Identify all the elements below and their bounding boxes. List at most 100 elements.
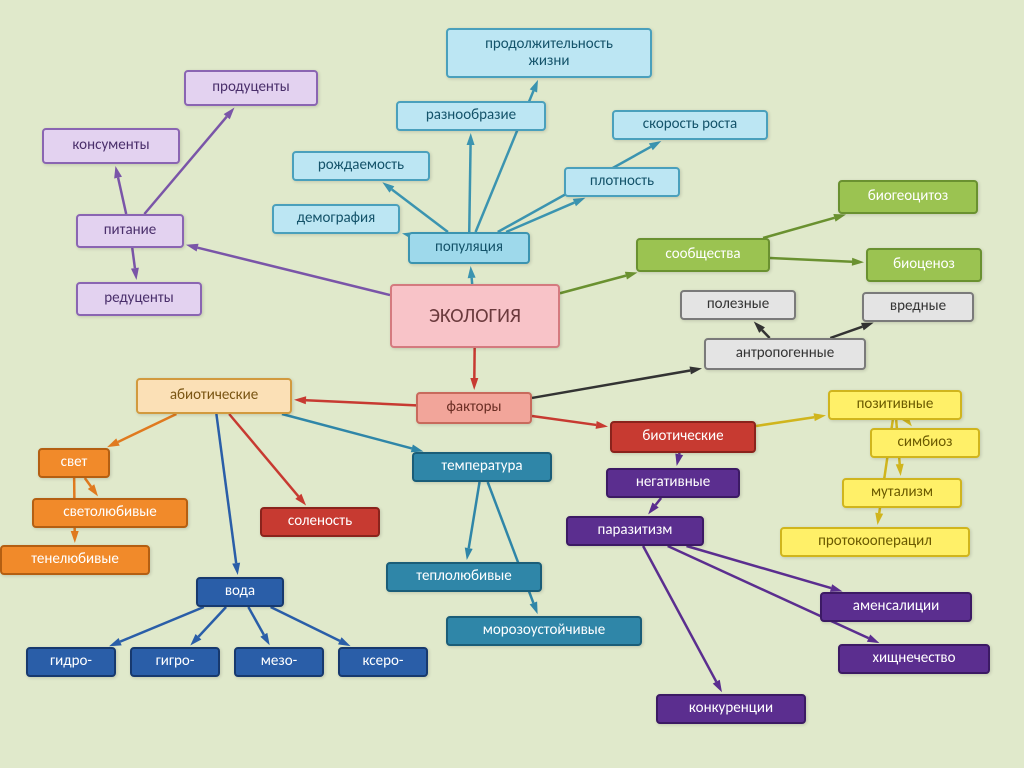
edge-abiotic-salinity [229,414,298,496]
edge-anthro-useful [762,330,770,338]
node-birthrate: рождаемость [292,151,430,181]
diagram-stage: ЭКОЛОГИЯ популяция демография рождаемость ра… [0,0,1024,768]
edge-temperature-heatloving [469,482,480,548]
arrowhead-nutrition-reducers [131,268,139,280]
arrowhead-water-xero [338,637,351,646]
node-shadeloving: тенелюбивые [0,545,150,575]
arrowhead-anthro-harmful [861,323,874,331]
node-predation: хищнечество [838,644,990,674]
edge-nutrition-consumers [118,178,126,214]
arrowhead-factors-abiotic [294,396,306,404]
edge-anthro-harmful [830,327,862,338]
edge-nutrition-reducers [132,248,135,268]
arrowhead-ecology-nutrition [186,244,199,252]
arrowhead-factors-anthro [690,367,703,375]
arrowhead-water-hydro [109,638,122,646]
node-communities: сообщества [636,238,770,272]
node-biogeocytosis: биогеоцитоз [838,180,978,214]
arrowhead-ecology-population [468,266,476,278]
node-protocoop: протокооперацил [780,527,970,557]
node-parasitism: паразитизм [566,516,704,546]
edge-abiotic-light [118,414,176,442]
edge-negative-parasitism [656,498,662,505]
node-salinity: соленость [260,507,380,537]
node-mutualism: мутализм [842,478,962,508]
node-harmful: вредные [862,292,974,322]
edge-ecology-nutrition [198,248,390,295]
node-reducers: редуценты [76,282,202,316]
node-nutrition: питание [76,214,184,248]
node-positive: позитивные [828,390,962,420]
arrowhead-positive-protocoop [875,513,883,525]
node-symbiosis: симбиоз [870,428,980,458]
edge-abiotic-temperature [282,414,412,448]
edge-water-meso [248,607,263,635]
edge-water-xero [271,607,340,641]
node-biotic: биотические [610,421,756,453]
edge-communities-biogeocytosis [763,218,834,238]
node-hygro: гигро- [130,647,220,677]
node-growth: скорость роста [612,110,768,140]
edge-abiotic-water [216,414,236,563]
node-temperature: температура [412,452,552,482]
edge-population-density [506,203,574,232]
node-population: популяция [408,232,530,264]
node-producers: продуценты [184,70,318,106]
arrowhead-parasitism-predation [867,635,880,644]
arrowhead-temperature-frostresistant [530,601,538,614]
arrowhead-ecology-communities [625,272,638,280]
node-factors: факторы [416,392,532,424]
edge-factors-anthro [532,370,690,397]
arrowhead-ecology-factors [470,378,478,390]
arrowhead-abiotic-salinity [295,494,306,506]
arrowhead-communities-biogeocytosis [833,214,846,222]
node-abiotic: абиотические [136,378,292,414]
edge-factors-abiotic [306,400,416,405]
node-diversity: разнообразие [396,101,546,131]
arrowhead-light-shadeloving [71,531,79,543]
node-ecology: ЭКОЛОГИЯ [390,284,560,348]
node-water: вода [196,577,284,607]
node-anthro: антропогенные [704,338,866,370]
node-lightloving: светолюбивые [32,498,188,528]
node-consumers: консументы [42,128,180,164]
arrowhead-parasitism-amensal [830,584,843,592]
edge-factors-biotic [532,416,596,425]
node-light: свет [38,448,110,478]
arrowhead-water-meso [260,633,269,645]
arrowhead-population-diversity [467,133,475,145]
node-biocenosis: биоценоз [866,248,982,282]
arrowhead-negative-parasitism [648,503,659,515]
arrowhead-factors-biotic [596,421,608,429]
arrowhead-nutrition-producers [224,108,235,120]
node-demography: демография [272,204,400,234]
node-negative: негативные [606,468,740,498]
edge-parasitism-competition [643,546,716,682]
arrowhead-abiotic-water [232,563,240,575]
arrowhead-water-hygro [190,634,201,646]
arrowhead-communities-biocenosis [852,258,864,266]
arrowhead-anthro-useful [754,321,765,332]
arrowhead-parasitism-competition [713,680,722,692]
arrowhead-temperature-heatloving [465,548,473,560]
edge-biotic-positive [756,417,814,426]
arrowhead-abiotic-light [107,438,120,447]
node-xero: ксеро- [338,647,428,677]
node-frostresistant: морозоустойчивые [446,616,642,646]
arrowhead-population-density [573,198,586,206]
arrowhead-light-lightloving [88,484,98,496]
edge-light-lightloving [85,478,91,487]
edge-population-birthrate [392,189,448,232]
arrowhead-positive-mutualism [896,464,904,476]
node-competition: конкуренции [656,694,806,724]
node-lifespan: продолжительность жизни [446,28,652,78]
node-heatloving: теплолюбивые [386,562,542,592]
arrowhead-nutrition-consumers [114,166,122,179]
node-meso: мезо- [234,647,324,677]
arrowhead-population-birthrate [382,182,394,192]
node-density: плотность [564,167,680,197]
edge-water-hygro [198,607,226,637]
arrowhead-population-lifespan [530,80,538,93]
arrowhead-biotic-negative [675,453,683,466]
edge-communities-biocenosis [770,258,852,262]
